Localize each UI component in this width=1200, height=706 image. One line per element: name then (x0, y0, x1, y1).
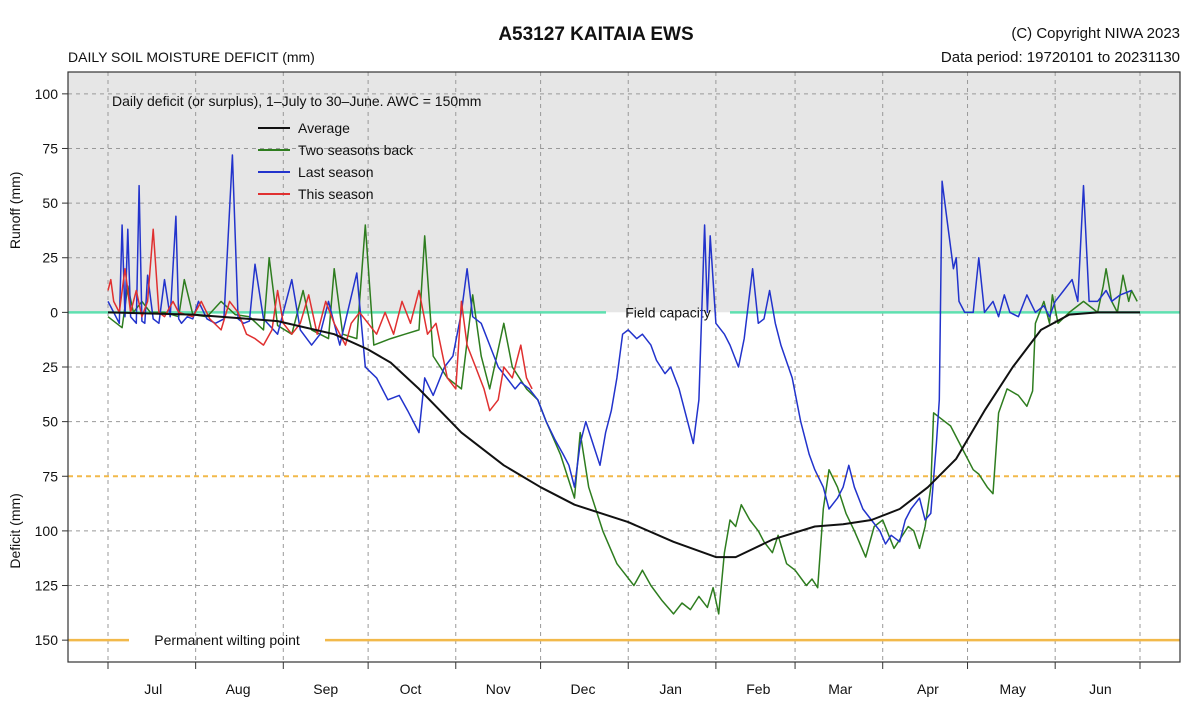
y-axis: 100 75 50 25 0 25 50 75 100 125 150 (35, 86, 68, 648)
y-axis-label-runoff: Runoff (mm) (7, 172, 23, 250)
x-tick-label: Jan (659, 681, 682, 697)
y-tick-label: 125 (35, 578, 59, 594)
y-tick-label: 50 (42, 414, 58, 430)
deficit-region-background (68, 312, 1180, 662)
x-tick-label: Aug (226, 681, 251, 697)
x-tick-label: Sep (313, 681, 338, 697)
legend-label: Two seasons back (298, 142, 414, 158)
grid-lines (68, 72, 1180, 662)
x-tick-label: Dec (571, 681, 596, 697)
reference-line-label: Field capacity (625, 304, 711, 320)
series-line-last-season (107, 154, 1132, 545)
series-line-this-season (107, 228, 533, 412)
y-tick-label: 25 (42, 359, 58, 375)
y-tick-label: 100 (35, 523, 59, 539)
y-tick-label: 50 (42, 195, 58, 211)
x-tick-label: Feb (746, 681, 770, 697)
chart-description: Daily deficit (or surplus), 1–July to 30… (112, 93, 481, 109)
x-tick-label: Jul (144, 681, 162, 697)
y-tick-label: 100 (35, 86, 59, 102)
x-tick-label: Mar (828, 681, 852, 697)
y-tick-label: 75 (42, 468, 58, 484)
chart-title: A53127 KAITAIA EWS (498, 24, 693, 45)
data-period-text: Data period: 19720101 to 20231130 (941, 49, 1180, 66)
legend: Average Two seasons back Last season This s… (258, 120, 414, 202)
x-tick-label: Apr (917, 681, 939, 697)
series-line-two-seasons-back (107, 224, 1138, 615)
x-tick-label: May (1000, 681, 1026, 697)
legend-label: This season (298, 186, 373, 202)
x-tick-label: Jun (1089, 681, 1112, 697)
x-axis: Jul Aug Sep Oct Nov Dec Jan Feb Mar Apr May Jun (107, 662, 1141, 697)
reference-lines: Field capacity Permanent wilting point (68, 304, 1180, 648)
copyright-text: (C) Copyright NIWA 2023 (1011, 25, 1180, 42)
y-axis-label-deficit: Deficit (mm) (7, 493, 23, 568)
series-layer (107, 154, 1140, 615)
legend-label: Last season (298, 164, 374, 180)
y-tick-label: 25 (42, 250, 58, 266)
y-tick-label: 75 (42, 140, 58, 156)
x-tick-label: Nov (486, 681, 511, 697)
runoff-region-background (68, 72, 1180, 313)
series-line-average (107, 311, 1140, 559)
legend-label: Average (298, 120, 350, 136)
chart-subtitle: DAILY SOIL MOISTURE DEFICIT (mm) (68, 49, 315, 65)
y-tick-label: 0 (50, 304, 58, 320)
x-tick-label: Oct (400, 681, 422, 697)
y-tick-label: 150 (35, 632, 59, 648)
reference-line-label: Permanent wilting point (154, 632, 300, 648)
